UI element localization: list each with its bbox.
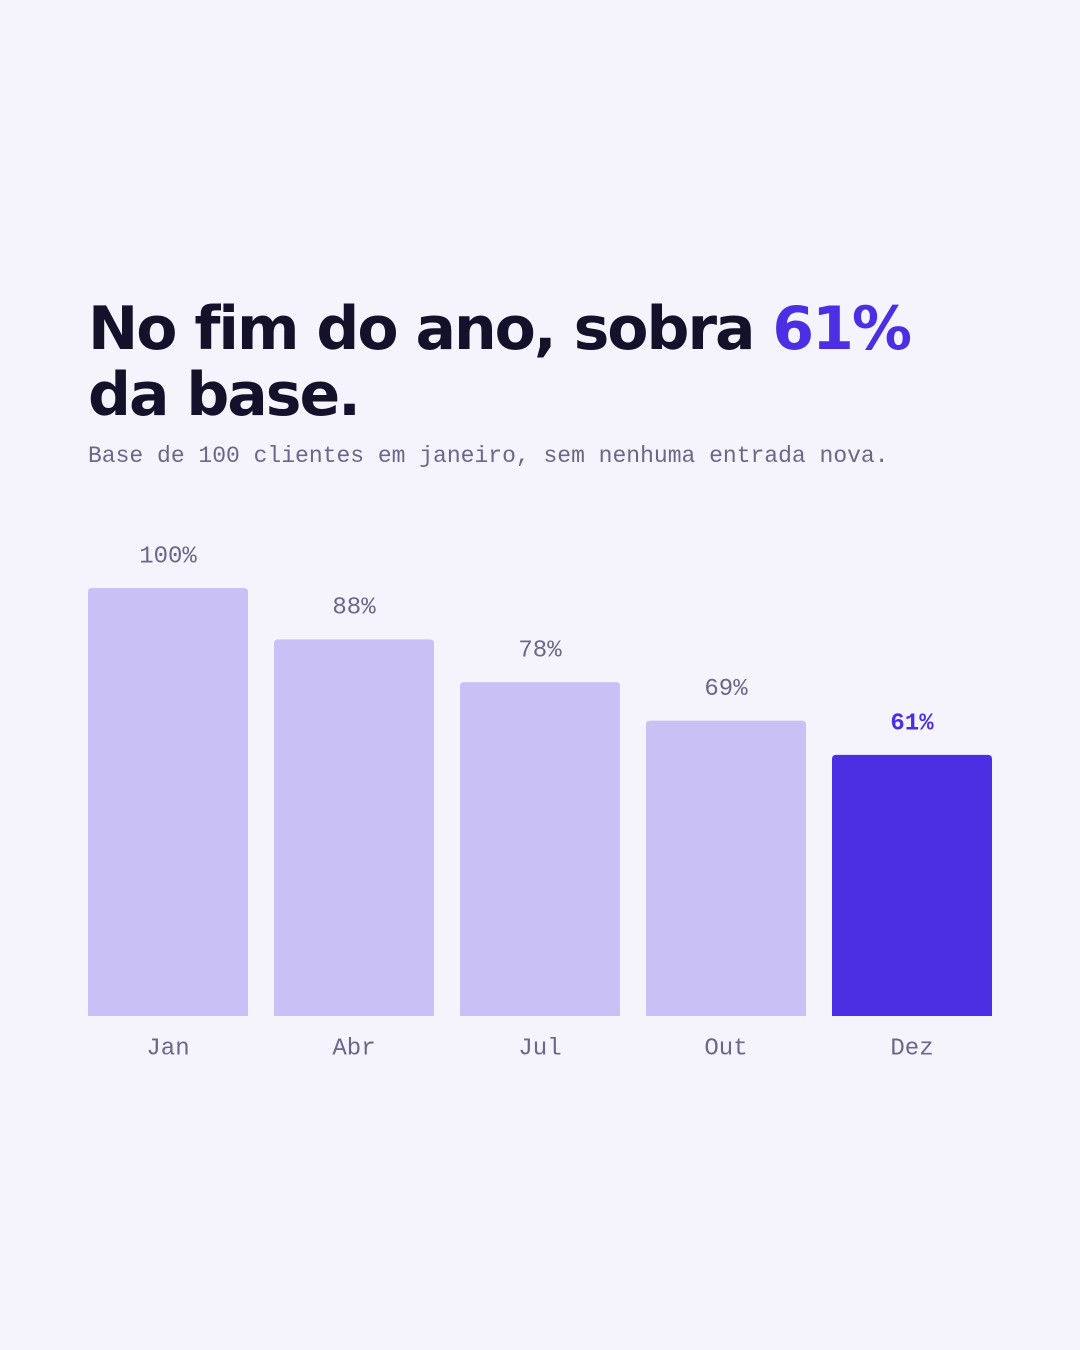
bar	[832, 754, 992, 1016]
bar	[460, 682, 620, 1016]
value-label: 78%	[518, 638, 562, 665]
x-tick-label: Jul	[518, 1035, 561, 1062]
x-tick-label: Jan	[146, 1035, 189, 1062]
chart-subtitle: Base de 100 clientes em janeiro, sem nen…	[88, 443, 889, 469]
x-tick-label: Dez	[890, 1035, 933, 1062]
title-highlight: 61%	[772, 294, 912, 364]
value-label: 88%	[332, 595, 376, 622]
chart-title: No fim do ano, sobra 61% da base.	[88, 296, 988, 428]
bar	[646, 720, 806, 1016]
x-tick-label: Abr	[332, 1035, 375, 1062]
value-label: 61%	[890, 710, 934, 737]
x-tick-label: Out	[704, 1035, 747, 1062]
title-text: No fim do ano, sobra	[88, 294, 773, 364]
value-label: 69%	[704, 676, 748, 703]
title-text: da base.	[88, 360, 361, 430]
bar	[88, 588, 248, 1016]
bar	[274, 639, 434, 1016]
value-label: 100%	[139, 543, 197, 570]
